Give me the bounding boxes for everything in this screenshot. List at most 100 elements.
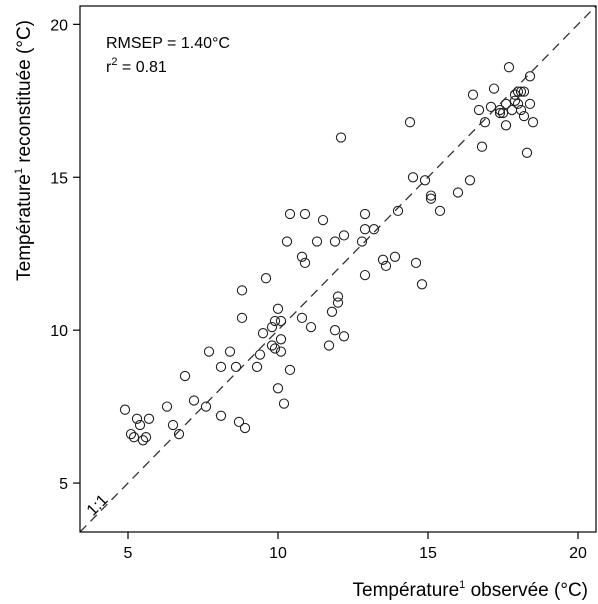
- data-point: [284, 208, 296, 220]
- data-point: [464, 175, 476, 186]
- data-point: [233, 416, 245, 428]
- data-point: [518, 86, 530, 97]
- data-point: [119, 404, 131, 415]
- data-point: [179, 370, 191, 382]
- data-point: [251, 361, 263, 373]
- data-point: [236, 312, 248, 324]
- data-point: [368, 224, 380, 235]
- data-point: [236, 285, 248, 296]
- y-axis-label-rest: reconstituée (°C): [14, 20, 35, 168]
- data-point: [518, 110, 530, 122]
- data-point: [224, 346, 236, 357]
- y-axis-label-main: Température: [14, 174, 35, 281]
- data-point: [203, 346, 215, 357]
- data-point: [497, 107, 509, 119]
- r2-prefix: r: [106, 59, 112, 76]
- data-point: [272, 303, 284, 314]
- data-point: [359, 208, 371, 220]
- data-point: [239, 422, 251, 434]
- data-point: [140, 432, 152, 443]
- data-point: [266, 321, 278, 333]
- data-point: [332, 297, 344, 308]
- plot-frame: [79, 5, 597, 533]
- data-point: [512, 98, 524, 110]
- data-point: [479, 117, 491, 128]
- data-point: [419, 175, 431, 186]
- y-axis-label: Température1 reconstituée (°C): [13, 20, 35, 281]
- x-tick-label: 15: [419, 545, 437, 562]
- data-point: [407, 172, 419, 183]
- data-point: [188, 395, 200, 406]
- data-point: [254, 349, 266, 360]
- data-point: [329, 325, 341, 336]
- rmsep-annotation: RMSEP = 1.40°C: [106, 35, 230, 52]
- data-point: [524, 98, 536, 110]
- data-point: [425, 190, 437, 201]
- data-point: [425, 193, 437, 204]
- data-point: [500, 120, 512, 131]
- x-axis-label-main: Température: [353, 580, 460, 601]
- data-point: [500, 98, 512, 110]
- data-point: [389, 251, 401, 262]
- data-point: [269, 315, 281, 327]
- data-point: [215, 410, 227, 421]
- data-point: [257, 328, 269, 339]
- data-point: [338, 331, 350, 342]
- data-point: [452, 187, 464, 198]
- data-point: [506, 104, 518, 116]
- data-point: [269, 343, 281, 354]
- data-point: [392, 205, 404, 217]
- data-point: [494, 104, 506, 116]
- data-point: [338, 230, 350, 241]
- data-point: [323, 340, 335, 351]
- data-point: [485, 101, 497, 113]
- x-tick-label: 5: [124, 545, 133, 562]
- data-point: [416, 279, 428, 290]
- data-point: [311, 236, 323, 247]
- x-axis-label: Température1 observée (°C): [353, 579, 589, 601]
- x-tick-label: 20: [569, 545, 587, 562]
- data-point: [476, 141, 488, 152]
- data-point: [524, 71, 536, 82]
- data-point: [380, 260, 392, 272]
- data-point: [434, 205, 446, 217]
- data-point: [278, 398, 290, 409]
- x-axis-label-superscript: 1: [459, 579, 465, 591]
- data-point: [299, 257, 311, 269]
- data-point: [200, 401, 212, 412]
- r2-rest: = 0.81: [117, 59, 166, 76]
- data-point: [134, 419, 146, 431]
- chart-marks: [79, 5, 597, 533]
- data-point: [494, 107, 506, 119]
- data-point: [173, 428, 185, 440]
- data-point: [359, 269, 371, 281]
- y-axis-label-superscript: 1: [13, 168, 25, 174]
- data-point: [305, 321, 317, 333]
- data-point: [296, 251, 308, 262]
- data-point: [143, 413, 155, 424]
- data-point: [275, 346, 287, 357]
- data-point: [515, 104, 527, 116]
- data-point: [284, 364, 296, 376]
- data-point: [488, 83, 500, 94]
- data-point: [266, 340, 278, 351]
- x-axis-label-rest: observée (°C): [465, 580, 588, 601]
- data-point: [410, 257, 422, 269]
- data-point: [521, 147, 533, 158]
- data-point: [281, 236, 293, 247]
- data-point: [161, 401, 173, 412]
- data-point: [527, 117, 539, 128]
- data-point: [131, 413, 143, 424]
- data-point: [467, 89, 479, 100]
- data-point: [167, 419, 179, 431]
- data-point: [128, 432, 140, 443]
- data-point: [137, 435, 149, 446]
- reference-line-label: 1:1: [84, 492, 112, 520]
- data-point: [275, 315, 287, 327]
- y-axis-ticks: 5 10 15 20: [50, 17, 80, 493]
- data-point: [326, 306, 338, 317]
- x-tick-label: 10: [269, 545, 287, 562]
- y-tick-label: 10: [50, 323, 68, 340]
- data-point: [509, 95, 521, 106]
- data-point: [272, 383, 284, 394]
